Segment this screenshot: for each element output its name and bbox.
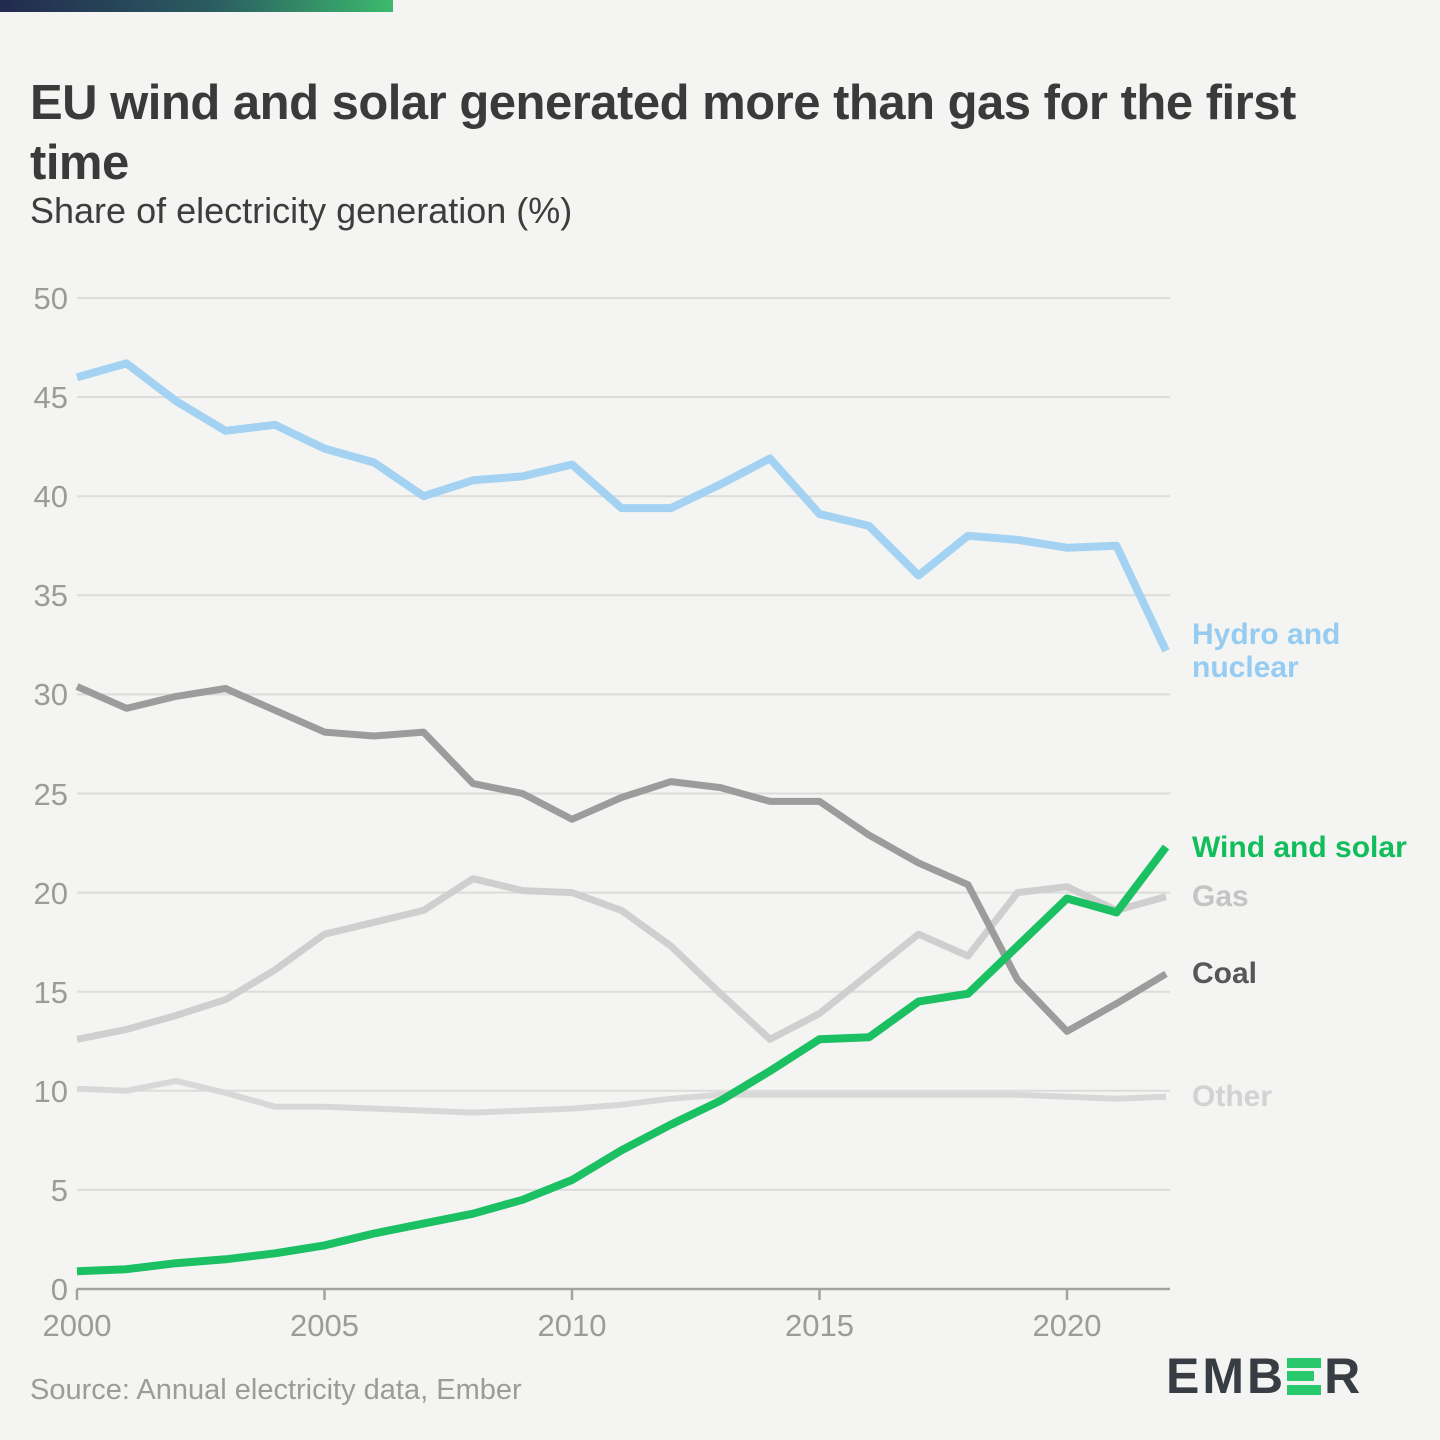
y-axis-label-30: 30 (33, 677, 68, 713)
series-line-gas (76, 875, 1167, 1043)
y-axis-label-25: 25 (33, 776, 68, 812)
ember-logo-text-left: EMB (1166, 1348, 1287, 1404)
y-axis-label-20: 20 (33, 875, 68, 911)
y-axis-label-35: 35 (33, 578, 68, 614)
x-axis-label-2010: 2010 (537, 1308, 607, 1343)
y-axis-label-0: 0 (50, 1272, 68, 1307)
x-axis-label-2020: 2020 (1032, 1308, 1102, 1343)
series-line-hydro-and-nuclear (75, 359, 1170, 653)
y-axis-label-40: 40 (33, 479, 68, 515)
ember-logo: EMB R (1166, 1348, 1364, 1404)
x-axis-label-2015: 2015 (785, 1308, 854, 1343)
y-axis-label-45: 45 (33, 380, 68, 416)
series-label-other: Other (1192, 1080, 1273, 1114)
series-label-gas: Gas (1192, 880, 1249, 914)
series-label-hydro-and-nuclear: Hydro and nuclear (1192, 617, 1341, 684)
y-axis-label-15: 15 (33, 974, 68, 1010)
x-axis-label-2005: 2005 (290, 1308, 359, 1343)
ember-logo-text-right: R (1324, 1348, 1364, 1404)
series-line-other (76, 1077, 1167, 1116)
ember-logo-green-e-icon (1287, 1357, 1322, 1395)
series-line-coal (75, 683, 1168, 1035)
x-axis-label-2000: 2000 (42, 1308, 112, 1343)
chart-title: EU wind and solar generated more than ga… (30, 75, 1296, 190)
y-axis-label-50: 50 (33, 281, 68, 316)
series-label-coal: Coal (1192, 957, 1258, 991)
series-label-wind-and-solar: Wind and solar (1192, 830, 1407, 864)
y-axis-label-5: 5 (50, 1172, 68, 1208)
y-axis-label-10: 10 (33, 1073, 68, 1109)
series-line-wind-and-solar (76, 844, 1170, 1276)
chart-subtitle: Share of electricity generation (%) (30, 190, 573, 231)
brand-accent-bar (0, 0, 393, 12)
source-note: Source: Annual electricity data, Ember (30, 1374, 522, 1406)
